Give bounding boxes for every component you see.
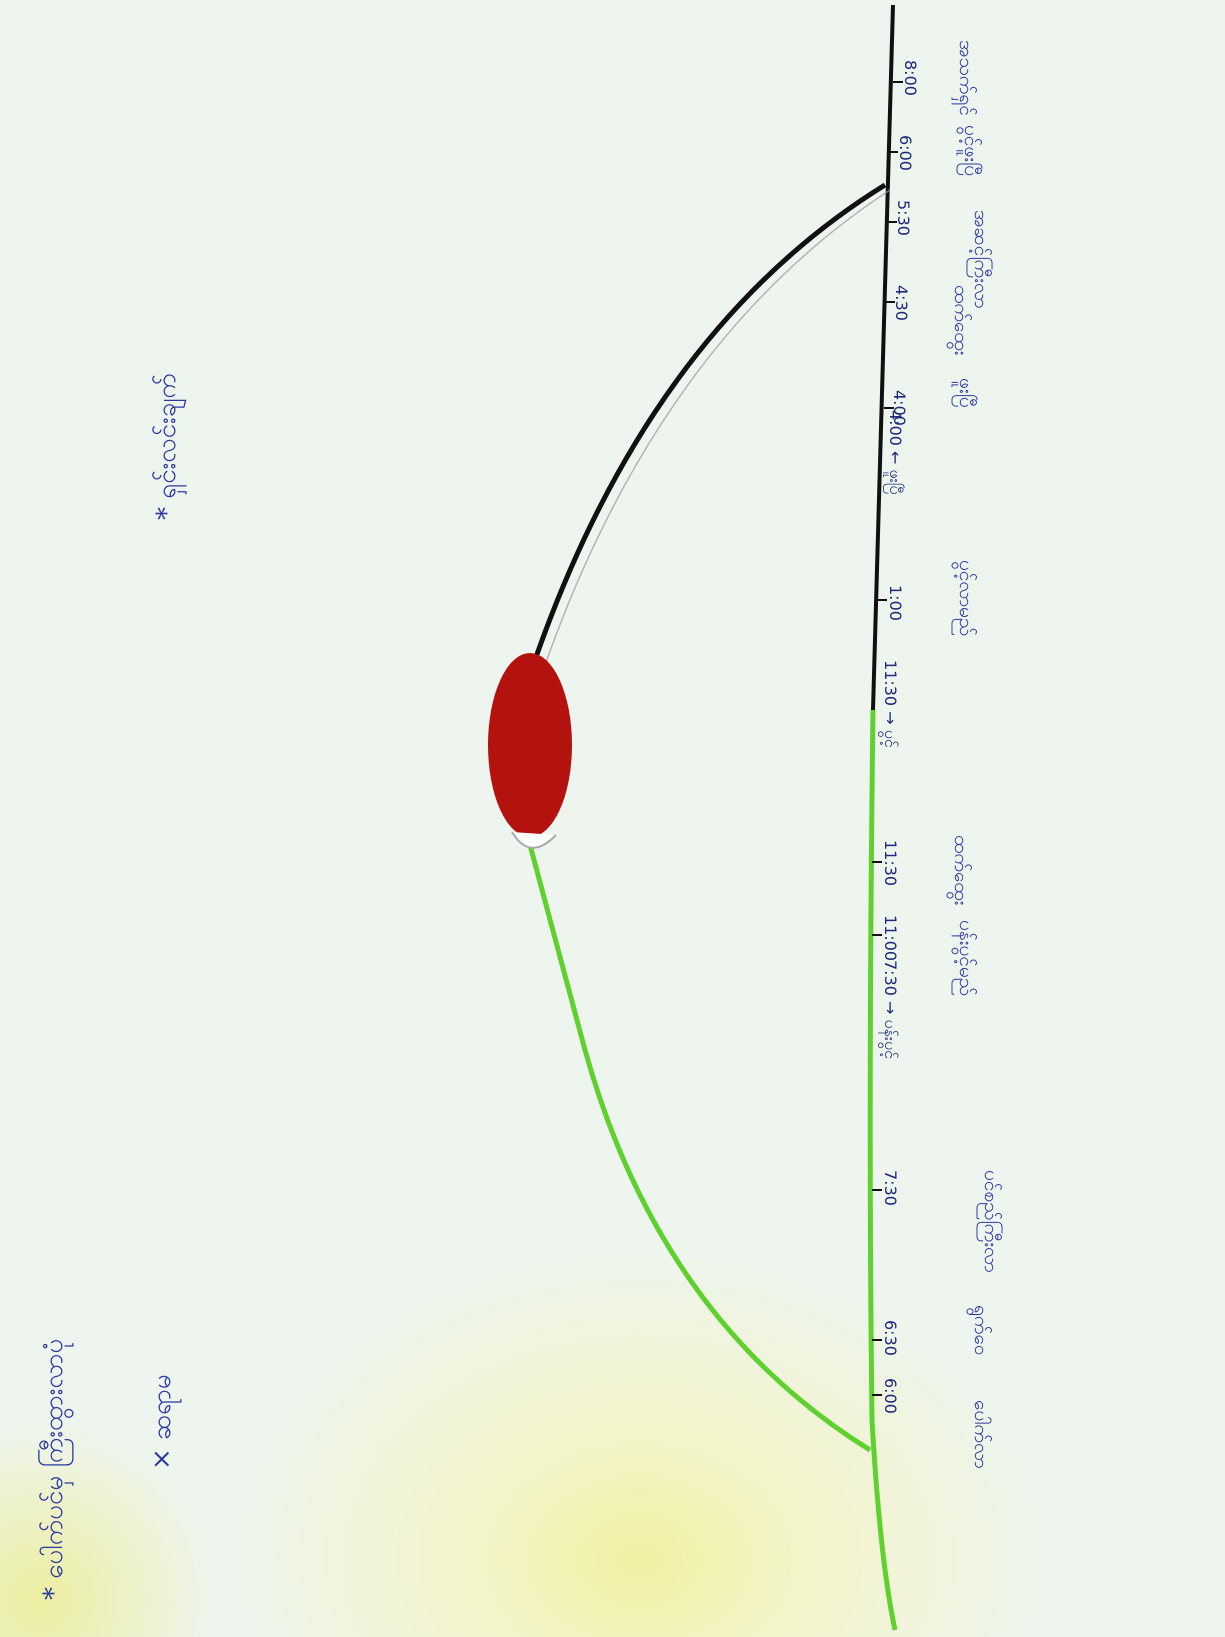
stage-label: ပင်စည်ကြီးလာ	[976, 1170, 1004, 1273]
stage-label: အဆင့်ကြီးလာ	[966, 210, 994, 309]
timeline-axis-black	[871, 4, 895, 711]
arrow-label: 11:30 → ပွင့်	[878, 660, 900, 748]
tick-label: 11:00	[881, 915, 900, 961]
arrow-label: 7:30 → ပန်းပွင့်	[878, 960, 900, 1059]
stage-label: ပွင့်လာမည်	[951, 560, 978, 636]
arrow-label: 4:00 ← ဖူးပြီ	[883, 410, 905, 495]
page-title: * ပေါက်ပင်မှ ကြီးထွားလာပုံ	[36, 1339, 74, 1600]
stage-label: ပန်းပွင့်မည်	[951, 920, 978, 996]
tick-label: 6:00	[896, 135, 915, 171]
arrow-annotations: 4:00 ← ဖူးပြီ 11:30 → ပွင့် 7:30 → ပန်းပ…	[878, 410, 905, 1059]
header-notes: * ပေါက်ပင်မှ ကြီးထွားလာပုံ * ရှင်းလင်းချ…	[36, 373, 187, 1600]
explanation-note: * ရှင်းလင်းချက်	[151, 373, 187, 520]
tick-label: 6:00	[881, 1378, 900, 1414]
flower-sepal	[511, 831, 557, 849]
timeline-axis-green	[867, 709, 898, 1631]
stage-label: ထက်ထွေး	[946, 285, 973, 355]
stage-label: ရွက်ဝေ	[966, 1305, 993, 1356]
tick-label: 4:00	[890, 390, 909, 426]
stage-labels: အသက်ရှင် ပွင့်ဖူးပြီ အဆင့်ကြီးလာ ထက်ထွေး…	[946, 40, 1004, 1469]
tick-label: 8:00	[901, 60, 920, 96]
tick-label: 4:30	[892, 285, 911, 321]
tick-marks	[872, 81, 903, 1396]
tick-label: 11:30	[881, 840, 900, 886]
growth-curve-black-shadow	[544, 189, 891, 666]
tick-labels: 8:00 6:00 5:30 4:30 4:00 1:00 11:30 11:0…	[881, 60, 920, 1414]
stage-label: ဖူးပြီ	[951, 378, 978, 408]
tick-label: 7:30	[881, 1170, 900, 1206]
stage-label: ပွင့်ဖူးပြီ	[956, 125, 983, 176]
growth-curve-green	[527, 844, 872, 1453]
stage-label: အသက်ရှင်	[951, 40, 978, 116]
stage-label: ထက်ထွေး	[946, 835, 973, 905]
stage-label: ပေါက်လာ	[970, 1400, 993, 1469]
growth-curve-black	[532, 182, 887, 661]
tick-label: 5:30	[894, 200, 913, 236]
tick-label: 6:30	[881, 1320, 900, 1356]
tick-label: 1:00	[886, 585, 905, 621]
author-note: × ဆရာမ	[147, 1374, 182, 1470]
flower-bud	[488, 653, 572, 837]
